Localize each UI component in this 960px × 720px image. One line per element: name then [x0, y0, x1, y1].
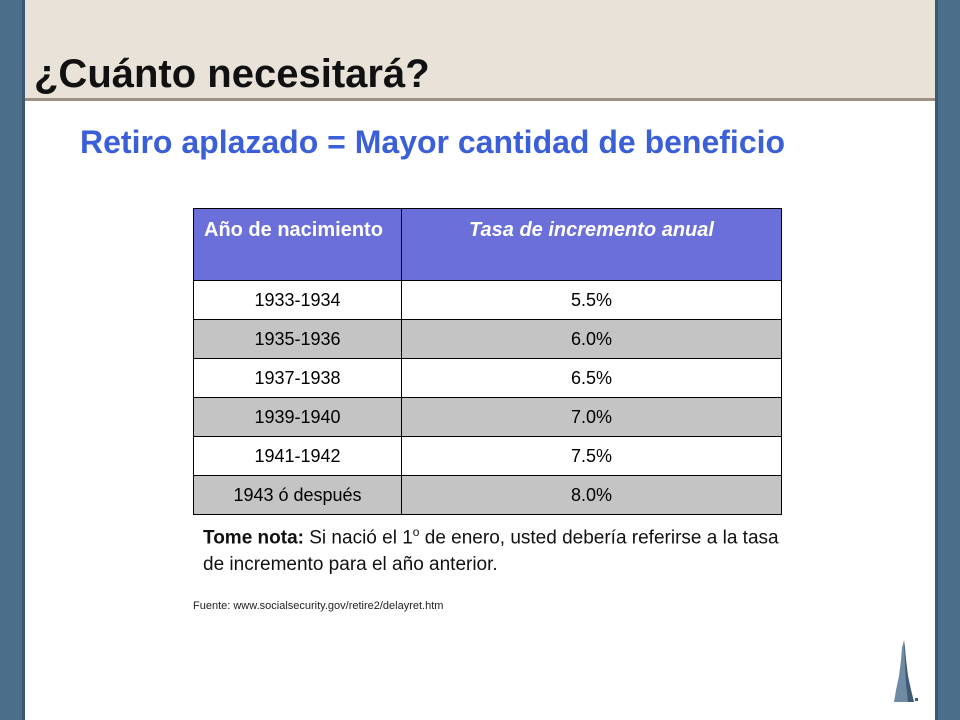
cell-rate: 6.0% — [401, 319, 782, 359]
table-row: 1933-1934 5.5% — [193, 280, 782, 320]
note-text-end: de enero, usted debería referirse a la t… — [203, 527, 779, 576]
table-header-row: Año de nacimiento Tasa de incremento anu… — [193, 208, 782, 281]
table-row: 1943 ó después 8.0% — [193, 475, 782, 515]
slide-title: ¿Cuánto necesitará? — [34, 52, 430, 96]
cell-birth-year: 1933-1934 — [193, 280, 402, 320]
header-birth-year: Año de nacimiento — [193, 208, 402, 281]
pyramid-tower-logo-icon — [884, 640, 924, 702]
right-side-bar — [935, 0, 960, 720]
note-text-start: Si nació el 1 — [303, 527, 413, 549]
cell-rate: 7.5% — [401, 436, 782, 476]
left-side-bar — [0, 0, 25, 720]
note-text: Tome nota: Si nació el 1o de enero, uste… — [203, 519, 803, 578]
note-label: Tome nota: — [203, 527, 304, 549]
cell-birth-year: 1943 ó después — [193, 475, 402, 515]
table-row: 1941-1942 7.5% — [193, 436, 782, 476]
slide-subtitle: Retiro aplazado = Mayor cantidad de bene… — [80, 124, 786, 160]
cell-rate: 5.5% — [401, 280, 782, 320]
cell-rate: 7.0% — [401, 397, 782, 437]
cell-birth-year: 1941-1942 — [193, 436, 402, 476]
table-row: 1939-1940 7.0% — [193, 397, 782, 437]
cell-rate: 8.0% — [401, 475, 782, 515]
cell-birth-year: 1935-1936 — [193, 319, 402, 359]
table-row: 1935-1936 6.0% — [193, 319, 782, 359]
cell-birth-year: 1939-1940 — [193, 397, 402, 437]
header-band — [25, 0, 935, 98]
header-annual-rate: Tasa de incremento anual — [401, 208, 782, 281]
table-row: 1937-1938 6.5% — [193, 358, 782, 398]
source-citation: Fuente: www.socialsecurity.gov/retire2/d… — [193, 600, 444, 612]
cell-rate: 6.5% — [401, 358, 782, 398]
note-superscript: o — [412, 525, 420, 539]
header-divider — [25, 98, 935, 101]
cell-birth-year: 1937-1938 — [193, 358, 402, 398]
rate-table: Año de nacimiento Tasa de incremento anu… — [193, 208, 782, 515]
